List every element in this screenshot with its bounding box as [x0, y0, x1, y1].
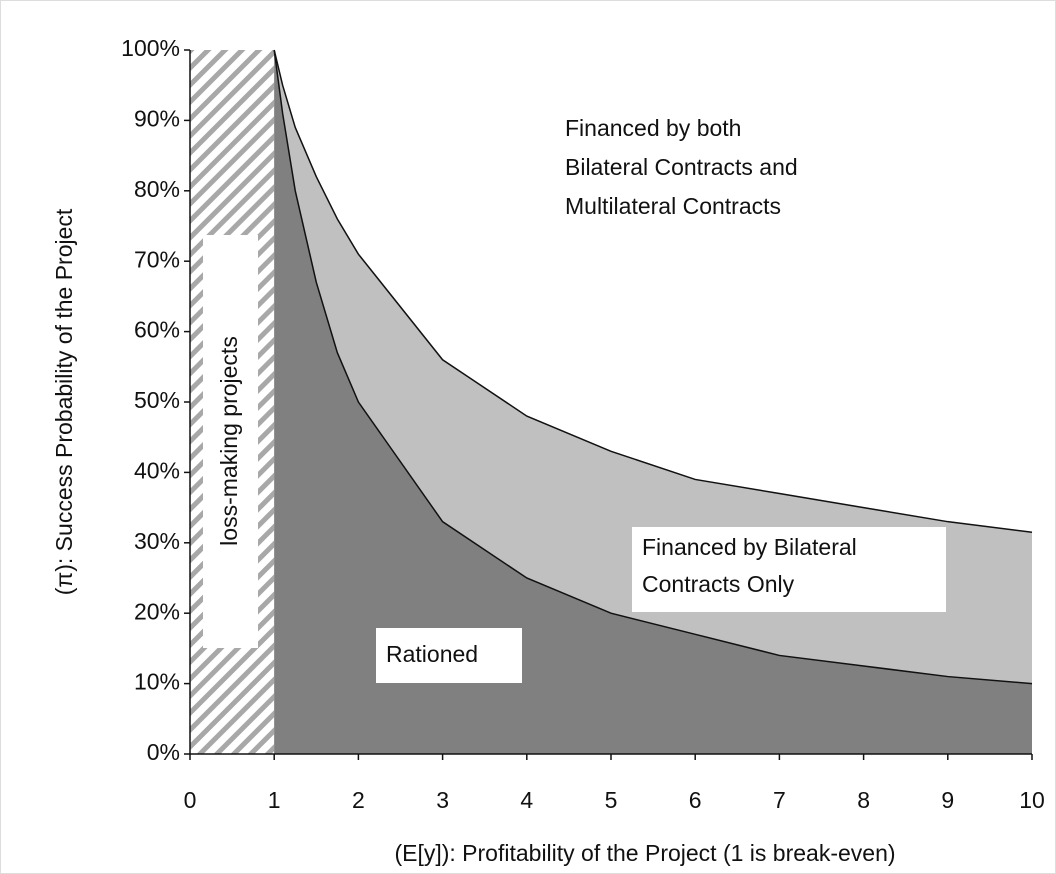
- x-tick-label: 3: [436, 787, 449, 813]
- y-tick-label: 40%: [134, 457, 180, 483]
- y-tick-label: 70%: [134, 246, 180, 272]
- x-tick-label: 1: [268, 787, 281, 813]
- x-tick-label: 5: [605, 787, 618, 813]
- y-tick-label: 60%: [134, 317, 180, 343]
- label-box: [376, 628, 522, 683]
- x-tick-label: 2: [352, 787, 365, 813]
- annotation: Financed by Bilateral: [642, 534, 857, 560]
- x-tick-label: 0: [184, 787, 197, 813]
- y-tick-label: 50%: [134, 387, 180, 413]
- y-tick-label: 30%: [134, 528, 180, 554]
- y-tick-label: 10%: [134, 669, 180, 695]
- x-tick-label: 6: [689, 787, 702, 813]
- x-tick-label: 7: [773, 787, 786, 813]
- annotation: Contracts Only: [642, 571, 795, 597]
- x-axis-title: (E[y]): Profitability of the Project (1 …: [394, 840, 895, 866]
- x-tick-label: 9: [941, 787, 954, 813]
- label-box: [203, 235, 258, 648]
- label-box: [632, 527, 946, 612]
- curve: [273, 49, 1033, 685]
- loss-label: loss-making projects: [216, 336, 242, 546]
- y-tick-label: 80%: [134, 176, 180, 202]
- annotation: Financed by both: [565, 115, 741, 141]
- y-axis-title: (π): Success Probability of the Project: [51, 208, 77, 595]
- area: [274, 50, 1032, 754]
- y-tick-label: 100%: [121, 35, 180, 61]
- annotation: Multilateral Contracts: [565, 193, 781, 219]
- curve: [273, 49, 1033, 533]
- x-tick-label: 4: [520, 787, 533, 813]
- y-tick-label: 90%: [134, 105, 180, 131]
- y-tick-label: 0%: [147, 739, 180, 765]
- y-tick-label: 20%: [134, 598, 180, 624]
- annotation: Rationed: [386, 641, 478, 667]
- x-tick-label: 10: [1019, 787, 1045, 813]
- x-tick-label: 8: [857, 787, 870, 813]
- annotation: Bilateral Contracts and: [565, 154, 798, 180]
